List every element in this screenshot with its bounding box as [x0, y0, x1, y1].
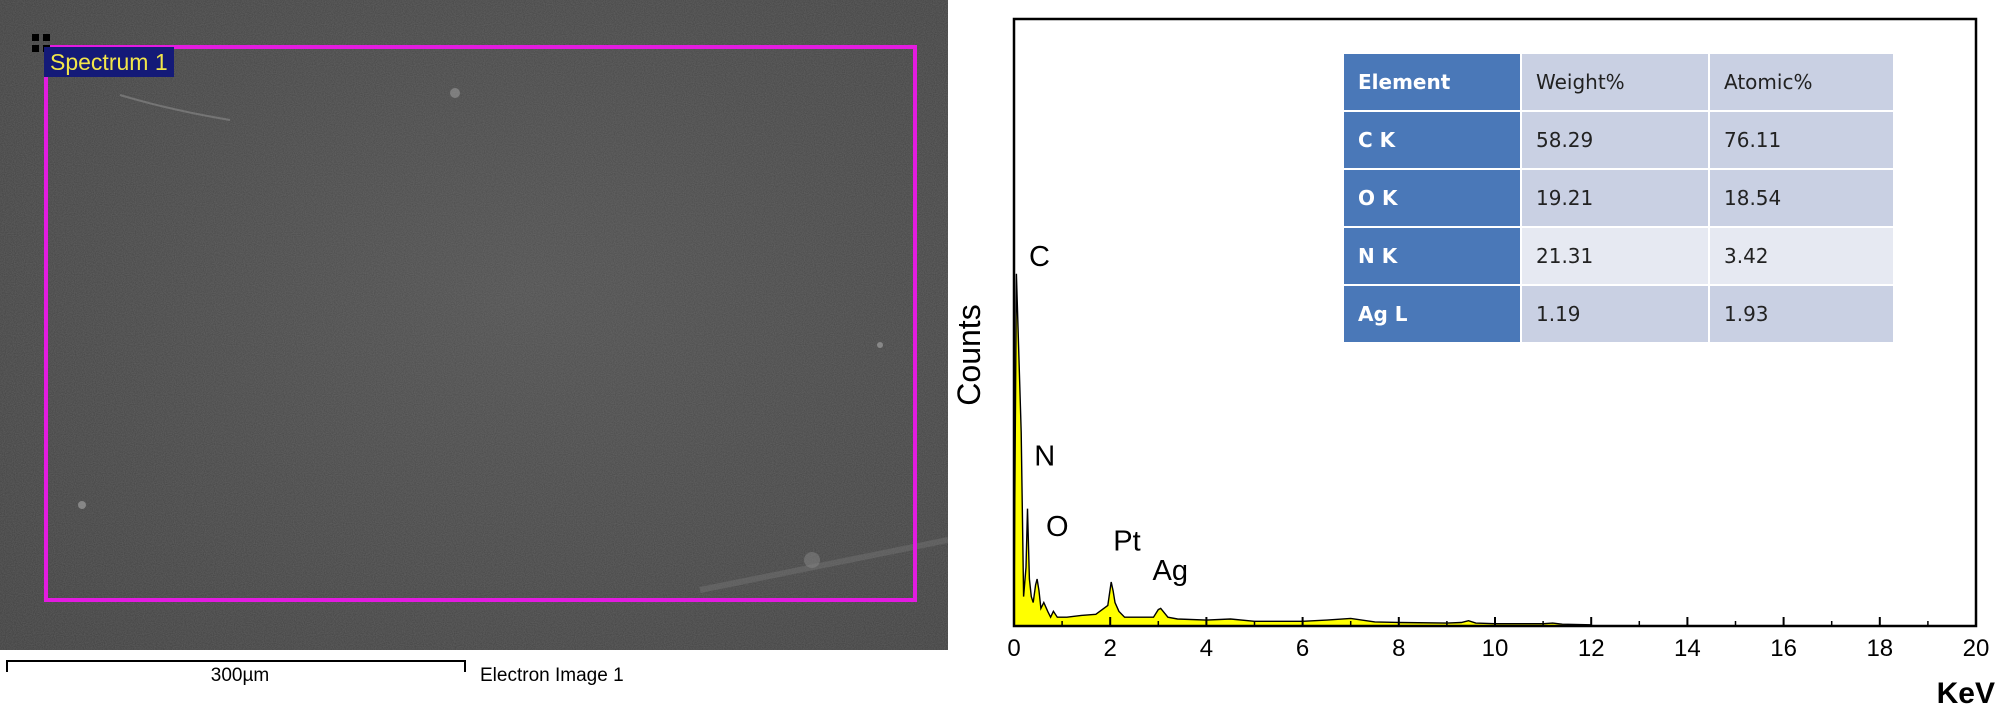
x-tick-label: 4: [1200, 635, 1213, 662]
cell-element: O K: [1342, 168, 1522, 228]
peak-label-o: O: [1046, 511, 1069, 543]
cell-weight: 19.21: [1520, 168, 1710, 228]
x-tick-label: 20: [1963, 635, 1990, 662]
cell-element: C K: [1342, 110, 1522, 170]
table-row: Ag L 1.19 1.93: [1342, 284, 1895, 344]
peak-labels: C N O Pt Ag: [1029, 241, 1188, 587]
header-element: Element: [1342, 52, 1522, 112]
x-tick-label: 14: [1674, 635, 1701, 662]
spectrum-label: Spectrum 1: [44, 47, 174, 77]
cell-atomic: 1.93: [1708, 284, 1895, 344]
cell-atomic: 3.42: [1708, 226, 1895, 286]
x-tick-label: 2: [1104, 635, 1117, 662]
cell-atomic: 18.54: [1708, 168, 1895, 228]
peak-label-c: C: [1029, 241, 1050, 273]
spectrum-region[interactable]: [44, 45, 917, 602]
x-axis: 0 2 4 6 8 10 12 14 16 18 20: [1007, 617, 1989, 662]
cell-element: Ag L: [1342, 284, 1522, 344]
x-tick-label: 12: [1578, 635, 1605, 662]
eds-chart: 0 2 4 6 8 10 12 14 16 18 20 C N O Pt Ag KeV Counts: [951, 17, 1995, 710]
scale-label: 300µm: [210, 665, 270, 686]
x-tick-label: 16: [1770, 635, 1797, 662]
scale-bar: [6, 660, 466, 672]
x-tick-label: 0: [1007, 635, 1020, 662]
cell-weight: 1.19: [1520, 284, 1710, 344]
x-tick-label: 6: [1296, 635, 1309, 662]
table-header-row: Element Weight% Atomic%: [1342, 52, 1895, 112]
x-tick-label: 8: [1392, 635, 1405, 662]
table-row: O K 19.21 18.54: [1342, 168, 1895, 228]
peak-label-n: N: [1034, 440, 1055, 472]
spectrum-layer: [1013, 273, 1592, 626]
y-axis-label: Counts: [951, 304, 987, 405]
x-tick-label: 10: [1482, 635, 1509, 662]
x-tick-label: 18: [1866, 635, 1893, 662]
header-weight: Weight%: [1520, 52, 1710, 112]
sem-panel: Spectrum 1: [0, 0, 948, 650]
peak-label-pt: Pt: [1113, 525, 1140, 557]
image-caption: Electron Image 1: [480, 665, 624, 686]
cell-atomic: 76.11: [1708, 110, 1895, 170]
cell-weight: 58.29: [1520, 110, 1710, 170]
composition-table: Element Weight% Atomic% C K 58.29 76.11 …: [1342, 52, 1895, 344]
table-row: C K 58.29 76.11: [1342, 110, 1895, 170]
eds-panel: 0 2 4 6 8 10 12 14 16 18 20 C N O Pt Ag KeV Counts: [950, 0, 2000, 712]
table-row: N K 21.31 3.42: [1342, 226, 1895, 286]
peak-label-ag: Ag: [1153, 555, 1188, 587]
cell-weight: 21.31: [1520, 226, 1710, 286]
spectrum-line: [1013, 273, 1592, 626]
header-atomic: Atomic%: [1708, 52, 1895, 112]
x-axis-label: KeV: [1937, 677, 1995, 710]
electron-image: [0, 0, 948, 650]
cell-element: N K: [1342, 226, 1522, 286]
